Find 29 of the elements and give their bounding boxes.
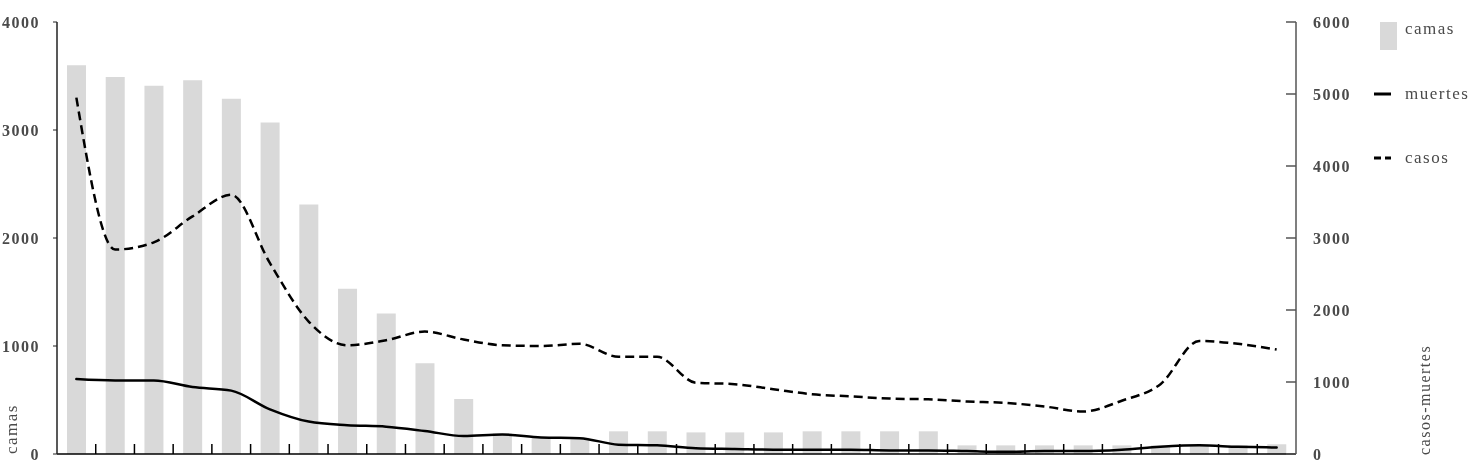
y2-tick-label: 1000 bbox=[1313, 373, 1351, 391]
y2-tick-label: 4000 bbox=[1313, 157, 1351, 175]
legend-label: casos bbox=[1405, 148, 1450, 167]
legend-label: camas bbox=[1405, 19, 1455, 38]
bar bbox=[299, 204, 319, 454]
bar bbox=[338, 288, 358, 454]
y-tick-label: 0 bbox=[30, 445, 40, 463]
bar bbox=[105, 77, 125, 454]
y-tick-label: 2000 bbox=[2, 229, 40, 247]
legend-label: muertes bbox=[1405, 83, 1470, 103]
line-series bbox=[75, 96, 1278, 413]
bar bbox=[67, 65, 86, 454]
bar bbox=[376, 313, 396, 454]
bar bbox=[454, 398, 474, 454]
bar bbox=[183, 80, 203, 454]
y2-axis-title: casos-muertes bbox=[1416, 344, 1433, 455]
y2-tick-label: 5000 bbox=[1313, 85, 1351, 103]
bar bbox=[221, 98, 241, 454]
y-axis-title: camas bbox=[2, 404, 21, 454]
y2-tick-label: 6000 bbox=[1313, 13, 1351, 31]
bar bbox=[415, 363, 435, 454]
y2-tick-label: 3000 bbox=[1313, 229, 1351, 247]
y2-tick-label: 2000 bbox=[1313, 301, 1351, 319]
y-tick-label: 4000 bbox=[2, 13, 40, 31]
bar bbox=[144, 85, 164, 454]
y2-tick-label: 0 bbox=[1313, 445, 1323, 463]
y-tick-label: 1000 bbox=[2, 337, 40, 355]
y-tick-label: 3000 bbox=[2, 121, 40, 139]
bar bbox=[260, 122, 280, 454]
